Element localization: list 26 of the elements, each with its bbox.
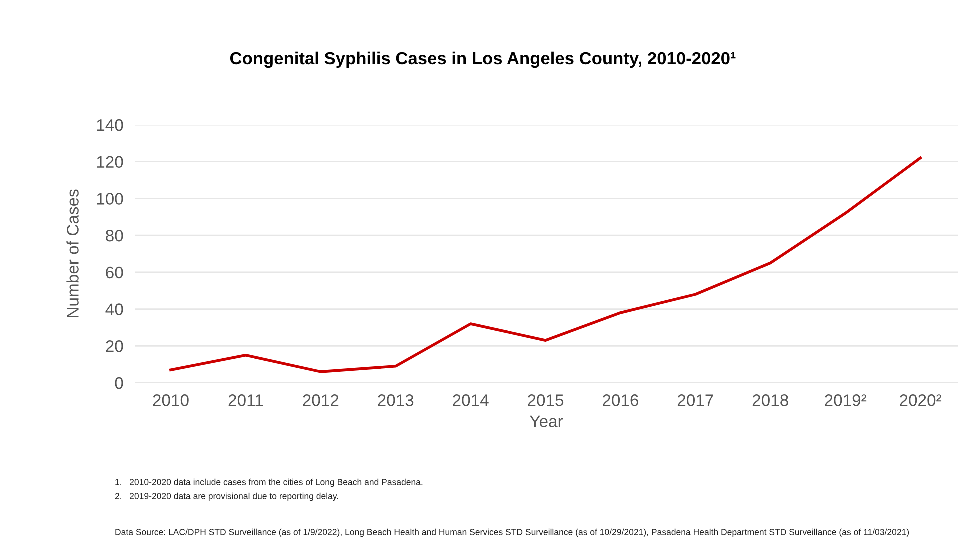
- x-tick-label: 2010: [153, 394, 189, 406]
- x-tick-label: 2020²: [900, 394, 942, 406]
- chart-title: Congenital Syphilis Cases in Los Angeles County, 2010-2020¹: [230, 52, 736, 68]
- y-tick-label: 60: [106, 266, 124, 279]
- line-series: [170, 156, 922, 374]
- x-tick-label: 2016: [603, 394, 639, 406]
- x-tick-label: 2011: [228, 394, 264, 406]
- x-tick-label: 2017: [678, 394, 714, 406]
- source-note: Data Source: LAC/DPH STD Surveillance (as of 1/9/2022), Long Beach Health and Human Services STD Surveillance (as of 10/29/2021), Pasadena Health Department STD Surveillance (as of 11/03/2021): [116, 528, 910, 538]
- x-axis-title: Year: [530, 416, 564, 428]
- y-tick-label: 80: [106, 230, 124, 242]
- x-tick-label: 2013: [378, 394, 414, 406]
- text: 2. 2019-2020 data are provisional due to reporting delay.: [115, 492, 338, 502]
- y-tick-label: 100: [97, 193, 124, 205]
- y-tick-label: 120: [97, 156, 124, 168]
- x-tick-label: 2012: [303, 394, 339, 406]
- x-tick-label: 2019²: [825, 394, 867, 406]
- y-tick-label: 140: [97, 119, 124, 132]
- y-tick-label: 20: [106, 340, 124, 352]
- y-tick-label: 0: [115, 377, 124, 390]
- text: 1. 2010-2020 data include cases from the cities of Long Beach and Pasadena.: [116, 478, 423, 488]
- x-tick-label: 2015: [528, 394, 564, 406]
- y-axis-title: Number of Cases: [66, 190, 79, 318]
- x-tick-label: 2014: [453, 394, 489, 406]
- y-tick-label: 40: [106, 304, 124, 316]
- x-tick-label: 2018: [752, 394, 788, 406]
